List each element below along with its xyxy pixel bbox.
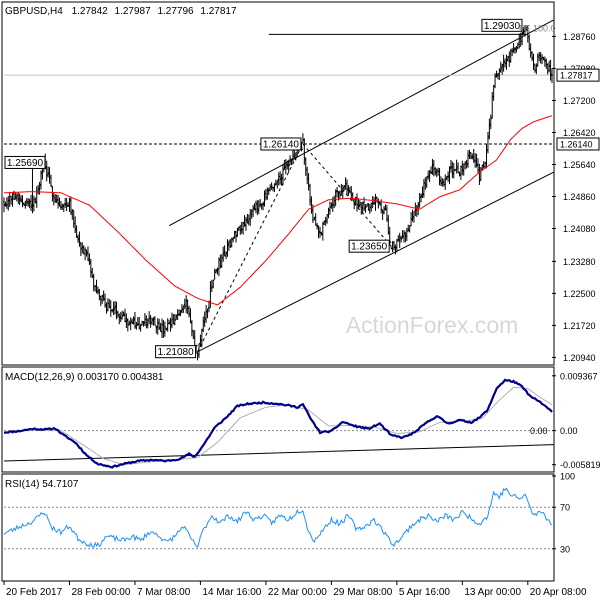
price-label-text: 1.23650 bbox=[351, 242, 388, 253]
macd-axis-ticks: 0.009367 0.00 -0.005819 0.00 bbox=[530, 371, 600, 470]
price-tick-label: 1.20940 bbox=[563, 353, 596, 363]
time-tick-label: 14 Mar 16:00 bbox=[202, 587, 261, 598]
channel-lower-line bbox=[197, 171, 554, 353]
price-tick-label: 1.25640 bbox=[563, 160, 596, 170]
rsi-axis-ticks: 100 70 30 bbox=[552, 472, 575, 554]
macd-tick-label: 0.00 bbox=[560, 426, 578, 436]
rsi-tick-label: 70 bbox=[560, 503, 570, 513]
macd-header: MACD(12,26,9) 0.003170 0.004381 bbox=[5, 372, 164, 383]
price-label-box bbox=[260, 137, 302, 151]
price-header-low: 1.27796 bbox=[157, 6, 194, 17]
price-label-text: 1.26140 bbox=[263, 139, 300, 150]
price-label-box bbox=[4, 155, 46, 169]
price-header-symbol: GBPUSD,H4 bbox=[5, 6, 63, 17]
rsi-tick-label: 30 bbox=[560, 544, 570, 554]
time-tick-label: 20 Apr 08:00 bbox=[530, 587, 587, 598]
price-tick-label: 1.28760 bbox=[563, 32, 596, 42]
right-price-label-box bbox=[556, 137, 600, 151]
rsi-panel-frame bbox=[1, 473, 555, 582]
time-tick-label: 29 Mar 08:00 bbox=[333, 587, 392, 598]
macd-main-line bbox=[3, 378, 553, 469]
price-label-box bbox=[481, 18, 523, 32]
macd-tick-label: 0.009367 bbox=[560, 371, 598, 381]
right-price-label-text: 1.27817 bbox=[560, 71, 593, 81]
time-tick-label: 22 Mar 00:00 bbox=[268, 587, 327, 598]
moving-average-line bbox=[4, 115, 553, 306]
rsi-line bbox=[3, 487, 553, 549]
time-tick-label: 5 Apr 16:00 bbox=[399, 587, 451, 598]
macd-tick-label: -0.005819 bbox=[560, 460, 600, 470]
price-tick-label: 1.22500 bbox=[563, 289, 596, 299]
macd-lines bbox=[3, 378, 554, 469]
price-label-box bbox=[348, 239, 390, 253]
price-header-open: 1.27842 bbox=[72, 6, 109, 17]
macd-zero-label: 0.00 bbox=[530, 426, 548, 436]
watermark: ActionForex.com bbox=[346, 312, 519, 338]
price-label-text: 1.25690 bbox=[7, 158, 44, 169]
macd-trendline bbox=[3, 444, 554, 462]
macd-signal-line bbox=[3, 386, 553, 466]
price-tick-label: 1.24080 bbox=[563, 224, 596, 234]
rsi-lines bbox=[3, 487, 553, 550]
rsi-header: RSI(14) 54.7107 bbox=[5, 479, 79, 490]
price-label-text: 1.21080 bbox=[158, 347, 195, 358]
price-header: GBPUSD,H4 1.27842 1.27987 1.27796 1.2781… bbox=[5, 6, 237, 17]
price-candles bbox=[3, 25, 553, 361]
moving-average bbox=[4, 115, 553, 306]
price-header-close: 1.27817 bbox=[200, 6, 237, 17]
price-tick-label: 1.21720 bbox=[563, 321, 596, 331]
price-panel-frame bbox=[1, 1, 555, 366]
swing-dashed-line bbox=[197, 143, 304, 352]
price-labels: 1.29030 1.26140 1.25690 1.23650 1.21080 1.278… bbox=[4, 18, 600, 359]
price-axis-ticks: 1.287601.279801.272001.264201.256401.248… bbox=[552, 32, 596, 363]
rsi-tick-label: 100 bbox=[560, 472, 575, 482]
price-label-text: 1.29030 bbox=[484, 21, 521, 32]
time-tick-label: 20 Feb 2017 bbox=[6, 587, 63, 598]
price-tick-label: 1.26420 bbox=[563, 128, 596, 138]
price-tick-label: 1.24860 bbox=[563, 192, 596, 202]
price-tick-label: 1.23280 bbox=[563, 257, 596, 267]
macd-panel-frame bbox=[1, 366, 555, 473]
time-tick-label: 7 Mar 08:00 bbox=[137, 587, 191, 598]
time-axis-ticks: 20 Feb 2017 28 Feb 00:00 7 Mar 08:00 14 Mar… bbox=[3, 581, 587, 598]
fe-annotation: FE 100.0 bbox=[519, 23, 556, 33]
right-price-label-text: 1.26140 bbox=[560, 139, 593, 149]
channel-upper-line bbox=[168, 19, 554, 227]
price-tick-label: 1.27200 bbox=[563, 96, 596, 106]
time-tick-label: 13 Apr 00:00 bbox=[464, 587, 521, 598]
price-header-high: 1.27987 bbox=[115, 6, 152, 17]
time-tick-label: 28 Feb 00:00 bbox=[71, 587, 130, 598]
price-label-box bbox=[155, 345, 197, 359]
right-price-label-box bbox=[556, 68, 600, 82]
